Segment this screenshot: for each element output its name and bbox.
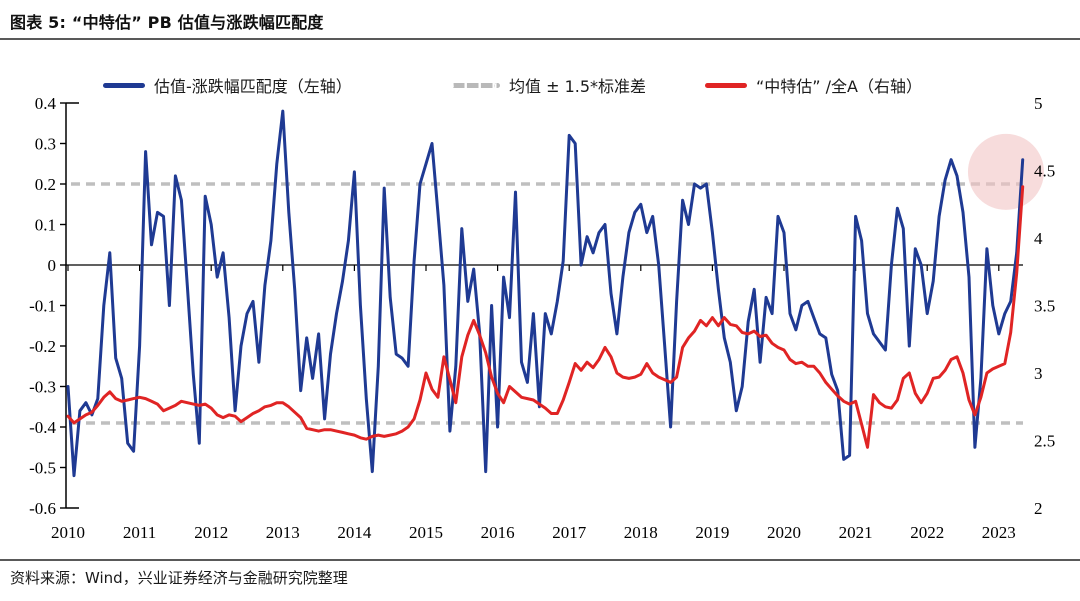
- legend-label: 均值 ± 1.5*标准差: [509, 77, 647, 96]
- legend-item-matching-degree: 估值-涨跌幅匹配度（左轴）: [103, 74, 352, 96]
- svg-text:2019: 2019: [695, 523, 729, 542]
- chart-title: 图表 5: “中特估” PB 估值与涨跌幅匹配度: [10, 13, 324, 32]
- legend-label: “中特估” /全A（右轴）: [756, 77, 923, 96]
- title-divider: [0, 38, 1080, 40]
- svg-text:-0.5: -0.5: [29, 459, 56, 478]
- svg-text:-0.6: -0.6: [29, 499, 56, 518]
- svg-text:2022: 2022: [910, 523, 944, 542]
- svg-text:2: 2: [1034, 499, 1043, 518]
- blue-line-swatch-icon: [103, 82, 145, 88]
- svg-text:2015: 2015: [409, 523, 443, 542]
- chart-legend: 估值-涨跌幅匹配度（左轴） 均值 ± 1.5*标准差 “中特估” /全A（右轴）: [0, 74, 1080, 96]
- svg-text:2010: 2010: [51, 523, 85, 542]
- legend-label: 估值-涨跌幅匹配度（左轴）: [154, 77, 352, 96]
- svg-text:-0.3: -0.3: [29, 378, 56, 397]
- legend-item-pb-ratio: “中特估” /全A（右轴）: [705, 74, 922, 96]
- svg-text:4: 4: [1034, 229, 1043, 248]
- svg-text:-0.4: -0.4: [29, 418, 56, 437]
- footer-divider: [0, 559, 1080, 561]
- svg-text:0.3: 0.3: [35, 135, 56, 154]
- red-line-swatch-icon: [705, 82, 747, 88]
- svg-text:0: 0: [48, 256, 57, 275]
- svg-text:-0.1: -0.1: [29, 297, 56, 316]
- svg-text:3: 3: [1034, 364, 1043, 383]
- svg-text:2011: 2011: [123, 523, 156, 542]
- gray-dashed-swatch-icon: [452, 82, 500, 88]
- svg-text:3.5: 3.5: [1034, 297, 1055, 316]
- svg-text:4.5: 4.5: [1034, 162, 1055, 181]
- svg-text:2020: 2020: [767, 523, 801, 542]
- svg-text:0.2: 0.2: [35, 175, 56, 194]
- svg-text:-0.2: -0.2: [29, 337, 56, 356]
- source-note: 资料来源：Wind，兴业证券经济与金融研究院整理: [10, 569, 348, 587]
- svg-text:2018: 2018: [624, 523, 658, 542]
- svg-text:2016: 2016: [481, 523, 515, 542]
- svg-text:2017: 2017: [552, 523, 587, 542]
- svg-text:0.1: 0.1: [35, 216, 56, 235]
- svg-text:2013: 2013: [266, 523, 300, 542]
- svg-text:5: 5: [1034, 94, 1043, 113]
- svg-text:2021: 2021: [839, 523, 873, 542]
- svg-text:0.4: 0.4: [35, 94, 57, 113]
- legend-item-mean-band: 均值 ± 1.5*标准差: [452, 74, 646, 96]
- svg-text:2012: 2012: [194, 523, 228, 542]
- svg-text:2.5: 2.5: [1034, 432, 1055, 451]
- svg-text:2023: 2023: [982, 523, 1016, 542]
- svg-text:2014: 2014: [337, 523, 372, 542]
